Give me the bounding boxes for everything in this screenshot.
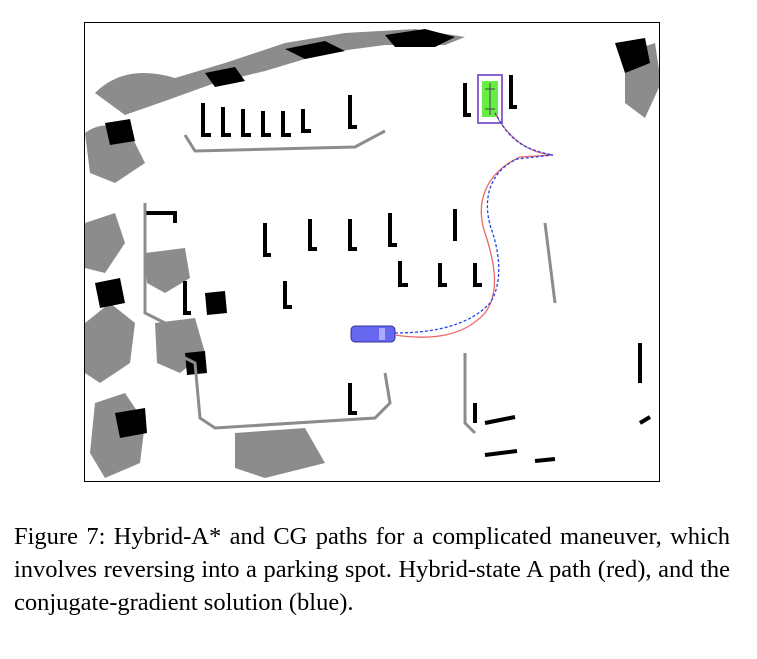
cg-solution-path bbox=[394, 112, 554, 334]
vehicle-start bbox=[350, 325, 396, 343]
figure-caption: Figure 7: Hybrid-A* and CG paths for a c… bbox=[14, 523, 730, 616]
parking-dividers bbox=[145, 75, 652, 463]
obstacle-clutter-gray bbox=[85, 29, 659, 478]
hybrid-a-star-path bbox=[394, 112, 554, 338]
parking-lot-map bbox=[85, 29, 659, 478]
parking-goal-spot bbox=[477, 74, 503, 124]
parking-map-figure bbox=[84, 22, 660, 482]
lot-boundary bbox=[143, 129, 557, 435]
